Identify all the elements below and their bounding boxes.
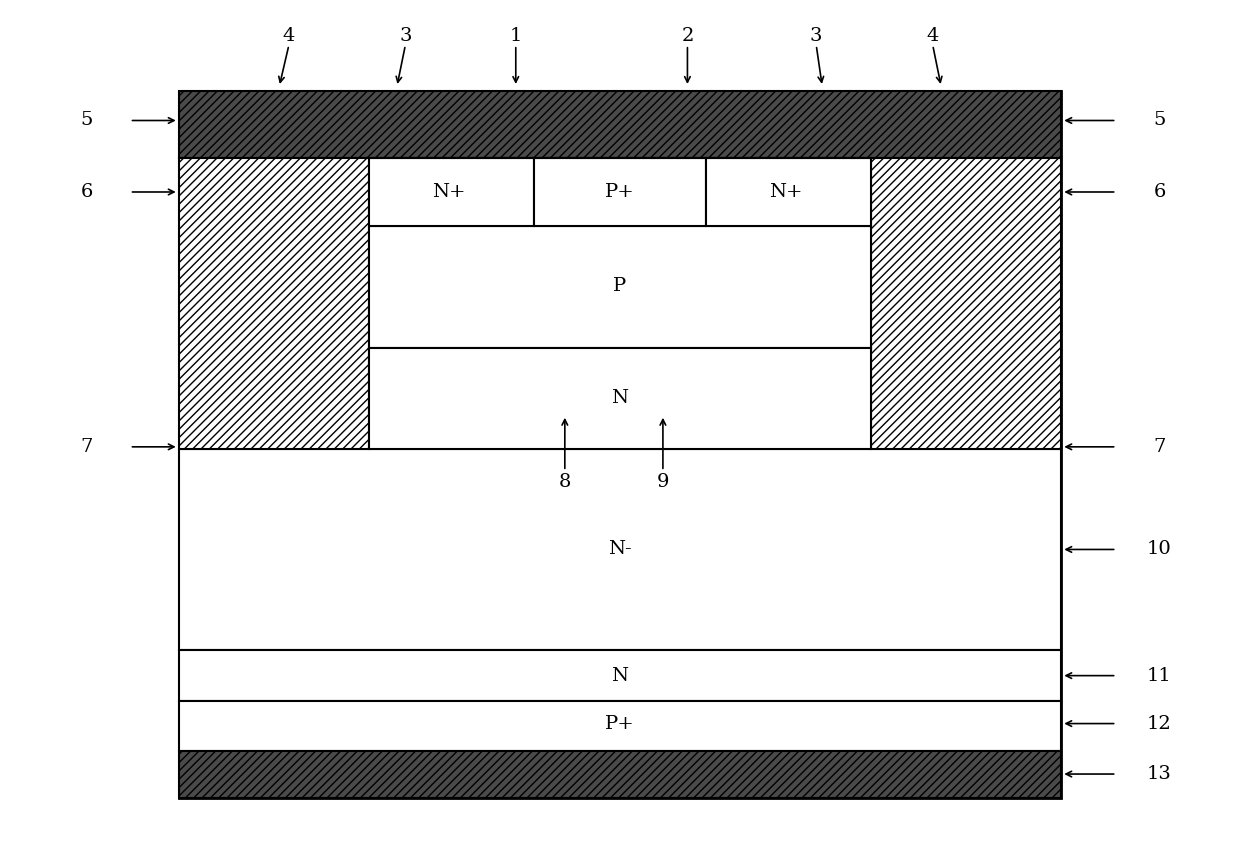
Text: 5: 5 [1153, 111, 1166, 129]
Text: N-: N- [608, 540, 632, 558]
Text: 13: 13 [1147, 765, 1172, 783]
Text: N: N [611, 667, 629, 685]
Text: 2: 2 [681, 27, 693, 45]
Text: 7: 7 [81, 438, 93, 456]
Text: 10: 10 [1147, 540, 1172, 558]
Text: P+: P+ [605, 715, 635, 733]
Bar [368, 158, 534, 226]
Bar [179, 651, 1061, 701]
Text: 5: 5 [81, 111, 93, 129]
Text: P+: P+ [605, 183, 635, 201]
Bar [872, 158, 1061, 449]
Text: N: N [611, 389, 629, 407]
Bar [179, 449, 1061, 651]
Bar [368, 348, 872, 449]
Bar [179, 158, 368, 449]
Bar [706, 158, 872, 226]
Bar [179, 91, 1061, 798]
Text: 6: 6 [81, 183, 93, 201]
Bar [179, 701, 1061, 752]
Bar [179, 752, 1061, 798]
Text: 6: 6 [1153, 183, 1166, 201]
Text: 11: 11 [1147, 667, 1172, 685]
Bar [534, 158, 706, 226]
Text: 8: 8 [559, 473, 570, 491]
Text: 4: 4 [283, 27, 295, 45]
Bar [179, 91, 1061, 158]
Text: 12: 12 [1147, 715, 1172, 733]
Text: 7: 7 [1153, 438, 1166, 456]
Text: N+: N+ [769, 183, 802, 201]
Text: P: P [614, 277, 626, 295]
Text: N+: N+ [432, 183, 465, 201]
Text: 3: 3 [399, 27, 412, 45]
Bar [368, 226, 872, 348]
Text: 4: 4 [926, 27, 939, 45]
Text: 9: 9 [657, 473, 670, 491]
Text: 1: 1 [510, 27, 522, 45]
Text: 3: 3 [810, 27, 822, 45]
